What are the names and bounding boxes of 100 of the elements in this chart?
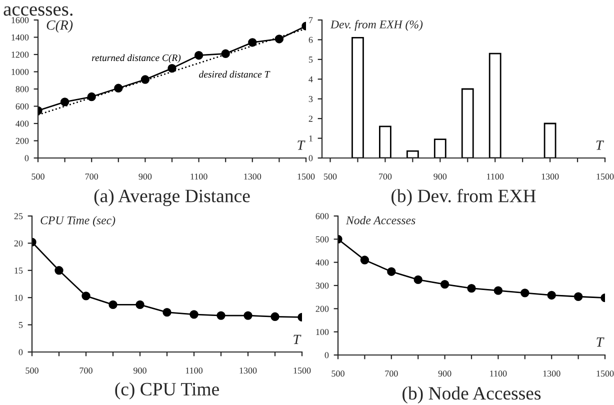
x-tick-label: 700: [385, 370, 398, 377]
point: [168, 64, 176, 73]
point: [194, 51, 204, 60]
x-tick-label: 700: [379, 174, 392, 180]
point: [574, 292, 583, 301]
point: [162, 308, 172, 317]
x-tick-label: 500: [324, 174, 337, 180]
y-axis-title: C(R): [46, 20, 73, 33]
y-tick-label: 10: [14, 294, 23, 301]
x-tick-label: 500: [32, 174, 44, 180]
x-tick-label: 700: [80, 368, 92, 374]
bar: [461, 88, 474, 158]
point: [136, 300, 144, 310]
bar: [488, 52, 502, 158]
x-tick-label: 1500: [298, 174, 315, 180]
x-axis-title: T: [596, 337, 604, 347]
x-axis-title: T: [596, 140, 604, 150]
y-tick-label: 1200: [12, 52, 29, 58]
y-tick-label: 100: [316, 328, 329, 336]
y-tick-label: 6: [308, 36, 313, 43]
y-tick-label: 600: [316, 213, 329, 220]
text: accesses.: [4, 6, 72, 16]
bar: [352, 37, 364, 158]
point: [244, 311, 252, 320]
y-tick-label: 600: [16, 103, 29, 110]
x-tick-label: 500: [332, 370, 344, 377]
x-tick-label: 900: [438, 370, 452, 377]
bar: [544, 122, 556, 158]
x-tick-label: 1300: [240, 368, 257, 374]
point: [140, 75, 150, 84]
x-tick-label: 1500: [596, 370, 614, 377]
y-tick-label: 2: [308, 116, 312, 122]
y-tick-label: 4: [308, 76, 313, 82]
point: [274, 34, 284, 44]
x-tick-label: 900: [138, 174, 152, 180]
series-label: returned distance C(R): [92, 54, 181, 64]
point: [54, 266, 64, 275]
y-tick-label: 500: [316, 236, 329, 242]
x-tick-label: 1100: [190, 174, 208, 180]
y-tick-label: 800: [16, 86, 29, 92]
point: [221, 49, 230, 58]
point: [114, 84, 123, 92]
point: [60, 98, 70, 106]
y-tick-label: 400: [316, 259, 329, 266]
point: [216, 311, 226, 320]
y-tick-label: 15: [14, 268, 23, 274]
x-tick-label: 700: [85, 174, 98, 180]
point: [360, 256, 370, 264]
x-tick-label: 500: [26, 368, 38, 374]
text: (b) Node Accesses: [402, 386, 541, 404]
point: [414, 275, 422, 284]
y-tick-label: 25: [14, 213, 23, 220]
x-tick-label: 1500: [294, 368, 311, 374]
x-tick-label: 1300: [543, 370, 560, 377]
point: [82, 292, 90, 300]
x-tick-label: 1100: [487, 174, 504, 180]
y-tick-label: 0: [308, 155, 313, 162]
y-axis-title: Dev. from EXH (%): [330, 20, 423, 31]
series-label: desired distance T: [199, 70, 270, 78]
x-axis-title: T: [298, 140, 306, 150]
point: [190, 310, 198, 319]
x-tick-label: 900: [434, 174, 447, 180]
point: [108, 300, 118, 310]
y-tick-label: 5: [18, 322, 23, 328]
point: [87, 92, 96, 102]
x-tick-label: 1100: [186, 368, 203, 374]
x-tick-label: 900: [134, 368, 146, 374]
bar: [379, 126, 392, 158]
point: [547, 290, 556, 300]
point: [387, 267, 396, 276]
text: (b) Dev. from EXH: [392, 188, 536, 206]
bar: [406, 150, 419, 158]
y-tick-label: 1400: [12, 34, 29, 40]
y-tick-label: 7: [309, 17, 313, 24]
bar: [434, 138, 446, 158]
point: [248, 38, 257, 47]
y-tick-label: 5: [308, 56, 313, 63]
text: (c) CPU Time: [115, 382, 219, 400]
x-axis-title: T: [294, 334, 302, 344]
point: [440, 280, 450, 289]
y-tick-label: 300: [316, 282, 329, 289]
x-tick-label: 1100: [490, 370, 507, 377]
y-tick-label: 1: [309, 135, 312, 142]
y-tick-label: 0: [324, 352, 329, 358]
y-tick-label: 1000: [12, 68, 29, 75]
y-tick-label: 1600: [12, 17, 29, 24]
x-tick-label: 1500: [596, 174, 614, 180]
point: [520, 288, 530, 298]
y-tick-label: 20: [14, 240, 23, 246]
y-tick-label: 200: [16, 138, 29, 144]
y-tick-label: 400: [16, 120, 29, 127]
y-axis-title: CPU Time (sec): [40, 216, 116, 227]
point: [270, 312, 280, 321]
x-tick-label: 1300: [542, 174, 559, 180]
y-tick-label: 0: [24, 155, 29, 162]
point: [494, 286, 503, 295]
text: (a) Average Distance: [94, 189, 250, 206]
y-tick-label: 200: [316, 306, 329, 312]
y-tick-label: 3: [308, 96, 313, 102]
point: [467, 284, 476, 293]
